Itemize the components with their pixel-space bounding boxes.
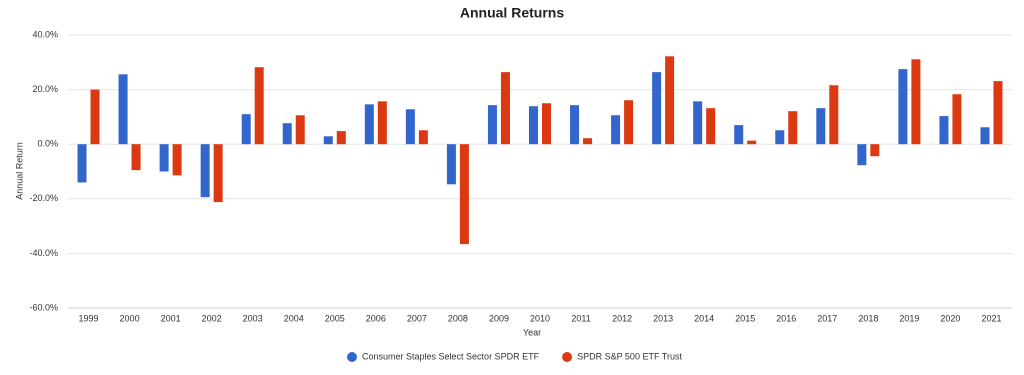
bar: [254, 67, 264, 145]
bar: [77, 144, 87, 183]
bar: [870, 144, 880, 157]
bar: [200, 144, 210, 198]
x-tick-label: 2007: [407, 313, 427, 323]
x-tick-label: 2008: [448, 313, 468, 323]
bar: [952, 94, 962, 145]
bar: [446, 144, 456, 185]
x-tick-label: 2017: [817, 313, 837, 323]
legend-marker: [562, 352, 573, 362]
bar: [980, 127, 990, 145]
bar: [282, 123, 292, 145]
bar: [295, 115, 305, 145]
bar: [213, 144, 223, 203]
y-tick-label: -40.0%: [29, 248, 58, 258]
bar: [857, 144, 867, 166]
x-tick-label: 1999: [79, 313, 99, 323]
bar: [939, 116, 949, 145]
y-tick-label: 20.0%: [32, 84, 58, 94]
x-tick-label: 2000: [120, 313, 140, 323]
bar: [583, 138, 593, 145]
bar: [118, 74, 128, 145]
bar: [418, 130, 428, 145]
x-tick-label: 2010: [530, 313, 550, 323]
bar: [911, 59, 921, 145]
x-tick-label: 2013: [653, 313, 673, 323]
x-tick-label: 2016: [776, 313, 796, 323]
x-tick-label: 2003: [243, 313, 263, 323]
bar: [377, 101, 387, 145]
chart-title: Annual Returns: [460, 5, 564, 21]
x-tick-label: 2006: [366, 313, 386, 323]
x-tick-label: 2019: [899, 313, 919, 323]
legend-label: Consumer Staples Select Sector SPDR ETF: [362, 351, 540, 361]
x-tick-label: 2005: [325, 313, 345, 323]
bar: [665, 56, 675, 145]
x-tick-label: 2018: [858, 313, 878, 323]
x-tick-label: 2020: [940, 313, 960, 323]
bar: [570, 105, 580, 145]
y-tick-label: -20.0%: [29, 193, 58, 203]
x-tick-label: 2011: [571, 313, 590, 323]
bar: [734, 125, 744, 145]
bar: [747, 140, 757, 145]
bar: [788, 111, 798, 145]
bar: [405, 109, 415, 145]
x-tick-label: 2004: [284, 313, 304, 323]
bar: [898, 69, 908, 145]
bar: [323, 136, 333, 145]
y-axis-label: Annual Return: [14, 142, 24, 200]
bar: [652, 72, 662, 145]
bar: [542, 103, 551, 145]
bar: [241, 114, 251, 145]
x-tick-label: 2002: [202, 313, 222, 323]
y-tick-label: 0.0%: [37, 139, 58, 149]
bar: [487, 105, 497, 145]
x-axis-label: Year: [523, 327, 541, 337]
bar: [706, 108, 716, 145]
bar: [131, 144, 141, 171]
y-tick-label: -60.0%: [29, 302, 58, 312]
bar: [611, 115, 621, 145]
bar: [172, 144, 182, 176]
y-tick-label: 40.0%: [32, 29, 58, 39]
x-tick-label: 2015: [735, 313, 755, 323]
bar: [529, 106, 538, 145]
bar: [775, 130, 785, 145]
x-tick-label: 2009: [489, 313, 509, 323]
x-tick-label: 2001: [161, 313, 181, 323]
bar: [336, 131, 346, 145]
x-tick-label: 2021: [981, 313, 1001, 323]
x-tick-label: 2014: [694, 313, 714, 323]
bar: [993, 81, 1003, 145]
bar: [624, 100, 634, 145]
bar: [90, 89, 100, 145]
bar: [829, 85, 839, 145]
bar: [364, 104, 374, 145]
bar: [693, 101, 703, 145]
bar: [816, 108, 826, 145]
legend-label: SPDR S&P 500 ETF Trust: [577, 351, 682, 361]
bar: [159, 144, 169, 172]
bar: [500, 72, 510, 145]
legend-marker: [347, 352, 357, 362]
bar: [459, 144, 469, 245]
x-tick-label: 2012: [612, 313, 632, 323]
